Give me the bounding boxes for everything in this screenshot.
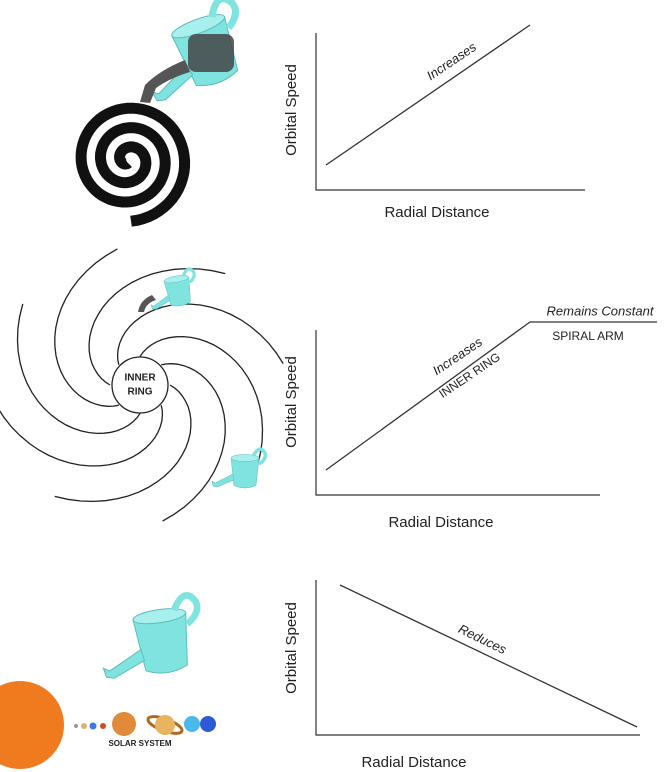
annotation: Increases: [424, 39, 480, 83]
planet: [100, 723, 106, 729]
solar-label: SOLAR SYSTEM: [108, 739, 171, 748]
arm: [16, 303, 141, 435]
y-axis-label: Orbital Speed: [283, 64, 300, 156]
graph-2: Orbital Speed Radial Distance Increases …: [283, 303, 657, 531]
watering-can: [95, 594, 206, 681]
y-axis-label: Orbital Speed: [283, 602, 300, 694]
arm: [139, 335, 264, 467]
trend-line: [339, 584, 638, 728]
axes: [315, 33, 585, 191]
water-stream: [140, 60, 190, 103]
arm: [54, 384, 192, 503]
watering-can: [210, 447, 268, 490]
graph-3: Orbital Speed Radial Distance Reduces: [283, 580, 640, 771]
planet: [155, 715, 175, 735]
arm: [54, 248, 119, 407]
inner-label: INNER: [124, 373, 156, 384]
spiral-illustration: [75, 0, 257, 227]
inner-ring: [111, 356, 169, 414]
arm: [88, 267, 226, 386]
y-axis-label: Orbital Speed: [283, 356, 300, 448]
graph-1: Orbital Speed Radial Distance Increases: [283, 24, 585, 221]
water-stream: [138, 295, 156, 312]
planet: [81, 723, 87, 729]
x-axis-label: Radial Distance: [384, 204, 489, 221]
x-axis-label: Radial Distance: [361, 754, 466, 771]
galaxy-arms: [0, 248, 284, 522]
solar-system-illustration: SOLAR SYSTEM: [0, 594, 216, 769]
sun: [0, 681, 64, 769]
annotation: Reduces: [456, 621, 509, 657]
axes: [315, 580, 640, 736]
spiral: [75, 102, 191, 227]
arm: [0, 405, 164, 467]
can-wrap: [188, 34, 234, 72]
axes: [315, 330, 600, 496]
planet: [89, 722, 97, 730]
planet: [184, 716, 200, 732]
inner-label: RING: [128, 387, 153, 398]
planet: [74, 724, 78, 728]
x-axis-label: Radial Distance: [388, 514, 493, 531]
annotation: Remains Constant: [547, 303, 655, 318]
planet: [200, 716, 216, 732]
arm: [116, 303, 284, 365]
annotation: SPIRAL ARM: [552, 329, 624, 343]
galaxy-illustration: INNER RING: [0, 248, 284, 522]
arm: [161, 363, 226, 522]
trend-line: [325, 24, 531, 166]
planet: [112, 712, 136, 736]
trend-line: [325, 321, 657, 471]
